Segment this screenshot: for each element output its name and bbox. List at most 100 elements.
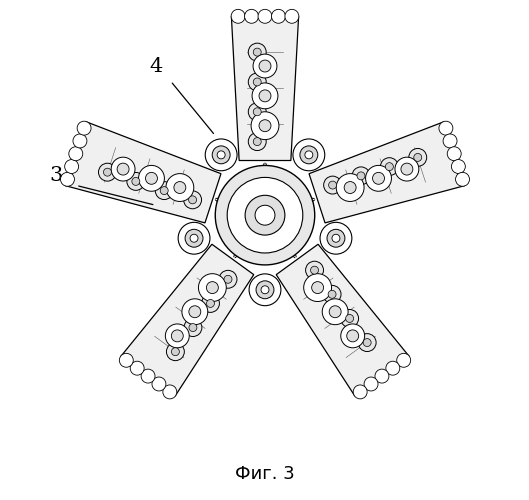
Circle shape: [397, 354, 411, 368]
Circle shape: [285, 10, 299, 24]
Circle shape: [253, 108, 261, 116]
Text: 4: 4: [149, 56, 162, 76]
Circle shape: [178, 222, 210, 254]
Circle shape: [145, 172, 158, 184]
Circle shape: [130, 361, 144, 375]
Polygon shape: [276, 244, 409, 396]
Circle shape: [332, 234, 340, 242]
Polygon shape: [121, 244, 254, 396]
Polygon shape: [309, 122, 464, 223]
Circle shape: [167, 342, 184, 360]
Circle shape: [224, 276, 232, 283]
Circle shape: [155, 182, 173, 200]
Circle shape: [65, 160, 79, 173]
Circle shape: [171, 348, 179, 356]
Circle shape: [259, 60, 271, 72]
Circle shape: [344, 182, 356, 194]
Circle shape: [312, 282, 324, 294]
Circle shape: [327, 230, 345, 247]
Circle shape: [447, 147, 461, 160]
Circle shape: [324, 176, 342, 194]
Circle shape: [189, 306, 201, 318]
Circle shape: [311, 266, 318, 274]
Circle shape: [253, 138, 261, 145]
Circle shape: [259, 120, 271, 132]
Text: 3: 3: [49, 166, 63, 185]
Circle shape: [336, 174, 364, 202]
Circle shape: [328, 290, 336, 298]
Circle shape: [346, 330, 359, 342]
Circle shape: [104, 168, 112, 176]
Circle shape: [231, 10, 245, 24]
Circle shape: [205, 139, 237, 171]
Circle shape: [320, 222, 352, 254]
Circle shape: [98, 163, 116, 181]
Circle shape: [244, 10, 259, 24]
Circle shape: [401, 163, 413, 175]
Circle shape: [255, 205, 275, 225]
Circle shape: [227, 178, 303, 253]
Circle shape: [141, 369, 155, 383]
Circle shape: [353, 385, 367, 399]
Circle shape: [364, 377, 378, 391]
Circle shape: [248, 73, 266, 91]
Circle shape: [160, 186, 168, 194]
Circle shape: [219, 270, 237, 288]
Circle shape: [366, 166, 391, 191]
Circle shape: [163, 385, 177, 399]
Circle shape: [451, 160, 466, 173]
Circle shape: [73, 134, 87, 148]
Circle shape: [127, 172, 145, 190]
Circle shape: [252, 83, 278, 109]
Circle shape: [306, 261, 324, 279]
Circle shape: [363, 338, 371, 346]
Circle shape: [132, 178, 140, 186]
Circle shape: [248, 103, 266, 120]
Circle shape: [345, 314, 353, 322]
Circle shape: [261, 286, 269, 294]
Circle shape: [305, 151, 313, 159]
Circle shape: [329, 181, 336, 189]
Circle shape: [184, 318, 202, 336]
Circle shape: [358, 334, 376, 351]
Circle shape: [212, 146, 230, 164]
Circle shape: [248, 43, 266, 61]
Polygon shape: [66, 122, 221, 223]
Circle shape: [414, 154, 422, 162]
Circle shape: [253, 54, 277, 78]
Circle shape: [439, 121, 453, 135]
Circle shape: [357, 172, 365, 180]
Circle shape: [166, 174, 194, 202]
Circle shape: [77, 121, 91, 135]
Circle shape: [117, 163, 129, 175]
Text: Фиг. 3: Фиг. 3: [235, 465, 295, 483]
Circle shape: [341, 310, 359, 328]
Circle shape: [258, 10, 272, 24]
Circle shape: [189, 324, 197, 332]
Circle shape: [69, 147, 83, 160]
Circle shape: [259, 90, 271, 102]
Circle shape: [380, 158, 398, 176]
Circle shape: [409, 148, 427, 166]
Circle shape: [139, 166, 165, 191]
Circle shape: [120, 354, 133, 368]
Circle shape: [352, 167, 370, 185]
Circle shape: [245, 196, 285, 235]
Polygon shape: [231, 16, 298, 161]
Circle shape: [256, 281, 274, 298]
Circle shape: [386, 162, 394, 170]
Circle shape: [206, 282, 218, 294]
Circle shape: [152, 377, 166, 391]
Circle shape: [253, 78, 261, 86]
Circle shape: [202, 294, 220, 312]
Circle shape: [198, 274, 226, 301]
Circle shape: [189, 196, 197, 204]
Circle shape: [304, 274, 332, 301]
Circle shape: [329, 306, 341, 318]
Circle shape: [171, 330, 183, 342]
Circle shape: [372, 172, 385, 184]
Circle shape: [174, 182, 186, 194]
Circle shape: [60, 172, 75, 186]
Circle shape: [300, 146, 318, 164]
Circle shape: [166, 324, 189, 348]
